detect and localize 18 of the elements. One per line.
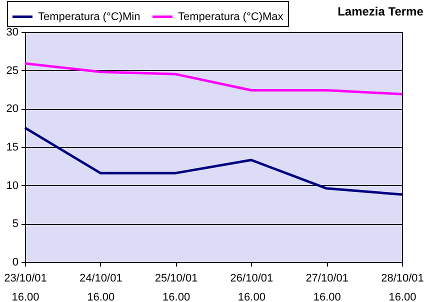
x-tick-label: 24/10/01 16.00 — [79, 272, 122, 302]
y-tick-label: 20 — [6, 103, 18, 116]
y-tick-label: 10 — [6, 180, 18, 192]
y-tick-label: 0 — [12, 256, 18, 268]
legend-label: Temperatura (°C)Min — [38, 10, 140, 23]
chart-title: Lamezia Terme — [338, 4, 424, 18]
x-tick-label: 27/10/01 16.00 — [306, 272, 349, 302]
line-series — [24, 126, 404, 196]
line-series — [24, 62, 404, 96]
y-tick-label: 5 — [12, 218, 18, 230]
x-tick-label: 26/10/01 16.00 — [230, 272, 274, 302]
x-tick-label: 23/10/01 16.00 — [4, 272, 47, 302]
x-tick-label: 25/10/01 16.00 — [154, 272, 198, 302]
y-tick-label: 25 — [6, 64, 18, 77]
legend-label: Temperatura (°C)Max — [178, 10, 284, 23]
y-tick-label: 30 — [6, 26, 18, 38]
x-tick-label: 28/10/01 16.00 — [381, 272, 424, 302]
y-tick-label: 15 — [6, 142, 18, 154]
